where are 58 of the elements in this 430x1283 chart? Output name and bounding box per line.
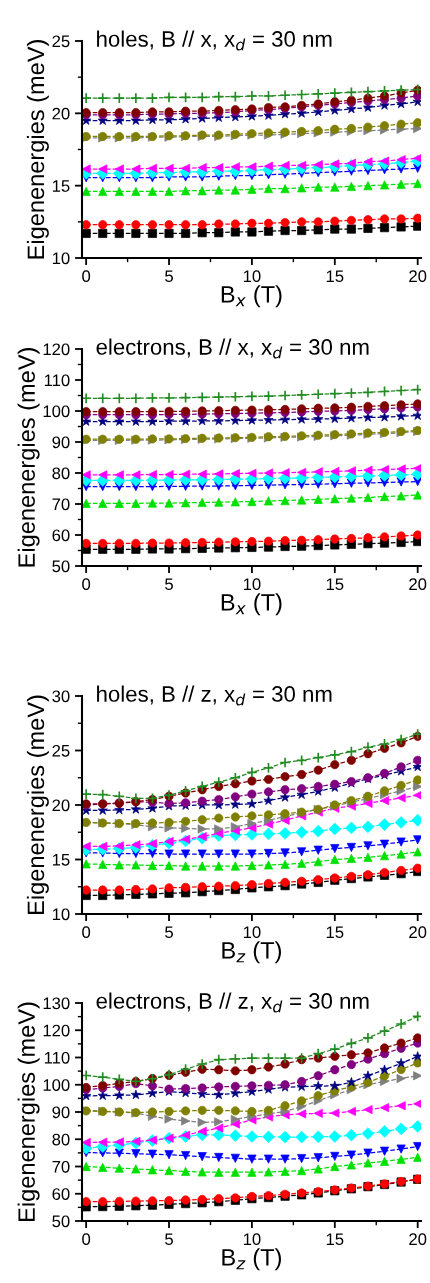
y-tick-label: 70: [52, 1160, 70, 1173]
x-tick-label: 5: [165, 578, 173, 591]
y-tick-label: 100: [43, 405, 70, 418]
x-axis-title: B$_{z}$ (T): [222, 1248, 281, 1271]
x-axis-title: B$_{z}$ (T): [222, 941, 281, 964]
x-tick-label: 15: [326, 1233, 344, 1246]
y-tick-label: 60: [52, 529, 70, 542]
y-tick-label: 90: [52, 1106, 70, 1119]
x-tick-label: 20: [409, 270, 427, 283]
y-tick-label: 15: [52, 180, 70, 192]
y-tick-label: 20: [52, 107, 70, 120]
y-tick-label: 120: [43, 343, 70, 356]
x-tick-label: 20: [409, 926, 427, 939]
x-tick-label: 0: [82, 578, 91, 591]
y-tick-label: 100: [43, 1079, 70, 1091]
y-tick-label: 10: [52, 252, 70, 265]
y-tick-label: 90: [52, 436, 70, 449]
x-tick-label: 0: [82, 1233, 91, 1246]
chart-title: electrons, B // x, x$_{d}$ = 30 nm: [96, 338, 369, 359]
y-axis-title: Eigenenergies (meV): [26, 40, 49, 259]
chart-title: holes, B // z, x$_{d}$ = 30 nm: [97, 685, 332, 706]
y-tick-label: 25: [52, 35, 70, 48]
y-tick-label: 130: [43, 997, 70, 1010]
chart-title: electrons, B // z, x$_{d}$ = 30 nm: [96, 992, 369, 1013]
y-tick-label: 10: [52, 908, 70, 921]
y-tick-label: 50: [52, 1215, 70, 1228]
x-tick-label: 10: [243, 270, 261, 283]
x-tick-label: 10: [243, 1233, 261, 1246]
y-tick-label: 30: [52, 690, 70, 703]
y-tick-label: 80: [52, 1133, 70, 1146]
x-axis-title: B$_{x}$ (T): [221, 593, 282, 616]
x-tick-label: 20: [409, 578, 427, 591]
y-tick-label: 80: [52, 467, 70, 480]
y-tick-label: 110: [44, 1051, 70, 1064]
y-tick-label: 120: [43, 1024, 70, 1037]
y-tick-label: 70: [52, 498, 70, 511]
x-tick-label: 15: [326, 926, 344, 939]
y-tick-label: 25: [52, 744, 70, 757]
y-tick-label: 110: [44, 374, 70, 387]
y-axis-title: Eigenenergies (meV): [26, 695, 49, 914]
x-tick-label: 5: [165, 1233, 173, 1246]
x-tick-label: 15: [326, 578, 344, 591]
x-tick-label: 15: [326, 270, 344, 283]
x-tick-label: 10: [243, 578, 261, 591]
x-tick-label: 5: [165, 270, 173, 283]
y-axis-title: Eigenenergies (meV): [17, 1002, 40, 1221]
y-axis-title: Eigenenergies (meV): [17, 348, 40, 567]
x-tick-label: 0: [82, 270, 91, 283]
chart-title: holes, B // x, x$_{d}$ = 30 nm: [97, 30, 332, 51]
x-tick-label: 10: [243, 926, 261, 939]
y-tick-label: 60: [52, 1188, 70, 1200]
x-tick-label: 20: [409, 1233, 427, 1246]
y-tick-label: 20: [52, 799, 70, 812]
y-tick-label: 50: [52, 560, 70, 573]
x-tick-label: 0: [82, 926, 91, 939]
y-tick-label: 15: [52, 854, 70, 866]
x-tick-label: 5: [165, 926, 173, 939]
x-axis-title: B$_{x}$ (T): [221, 285, 282, 308]
